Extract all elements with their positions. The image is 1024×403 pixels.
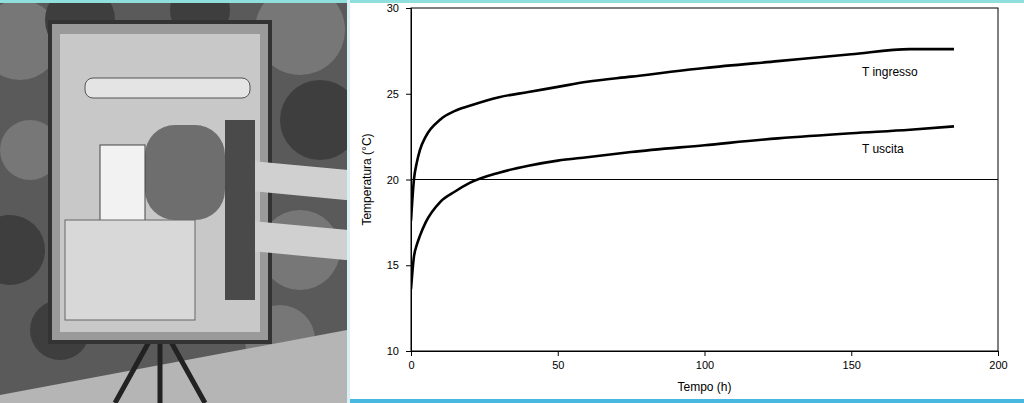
panel-background [349, 0, 1024, 403]
y-tick-label: 10 [387, 345, 399, 357]
y-tick-label: 15 [387, 259, 399, 271]
page: 0 50 100 150 200 10 15 20 25 30 Tempo (h) Temperatu… [0, 0, 1024, 403]
y-tick-mark [406, 180, 411, 181]
y-tick-label: 20 [387, 174, 399, 186]
y-axis-title: Temperatura (°C) [360, 133, 374, 225]
foliage [0, 215, 45, 285]
y-tick-mark [406, 351, 411, 352]
x-tick: 100 [696, 351, 714, 371]
panel [65, 220, 195, 320]
tripod [115, 340, 205, 403]
x-tick: 50 [552, 351, 564, 371]
series-line [411, 126, 954, 289]
x-tick: 200 [989, 351, 1007, 371]
box-inner [60, 34, 260, 332]
meter [100, 145, 145, 230]
y-tick-mark [406, 265, 411, 266]
y-tick-mark [406, 94, 411, 95]
photo [0, 0, 360, 403]
box-frame [50, 22, 270, 342]
x-tick-mark [705, 351, 706, 356]
y-tick-label: 30 [387, 2, 399, 14]
y-axis-line [406, 9, 412, 352]
x-tick-label: 200 [989, 359, 1007, 371]
x-tick: 150 [843, 351, 861, 371]
x-tick: 0 [408, 351, 414, 371]
y-axis: 10 15 20 25 30 [387, 2, 412, 357]
hose [240, 175, 347, 245]
x-tick-mark [558, 351, 559, 356]
y-tick: 25 [387, 88, 411, 100]
x-axis-title: Tempo (h) [677, 380, 731, 394]
series-label: T uscita [862, 142, 904, 156]
x-tick-label: 100 [696, 359, 714, 371]
x-tick-label: 50 [552, 359, 564, 371]
y-tick: 10 [387, 345, 411, 357]
x-axis: 0 50 100 150 200 [408, 351, 1007, 371]
bottom-border [349, 399, 1024, 403]
y-tick: 15 [387, 259, 411, 271]
x-tick-mark [998, 351, 999, 356]
x-tick-label: 150 [843, 359, 861, 371]
top-border [0, 0, 1024, 3]
y-tick-mark [406, 8, 411, 9]
y-tick-label: 25 [387, 88, 399, 100]
x-axis-line [412, 352, 999, 357]
series-label: T ingresso [862, 65, 918, 79]
series-line [411, 49, 954, 221]
y-tick: 30 [387, 2, 411, 14]
tank [145, 125, 225, 220]
pipe [85, 78, 250, 98]
separator [347, 0, 350, 403]
valves [225, 120, 255, 300]
plot-area [411, 49, 998, 289]
y-tick: 20 [387, 174, 411, 186]
plot-frame [411, 8, 998, 351]
x-tick-label: 0 [408, 359, 414, 371]
x-tick-mark [851, 351, 852, 356]
reference-line [411, 179, 998, 180]
